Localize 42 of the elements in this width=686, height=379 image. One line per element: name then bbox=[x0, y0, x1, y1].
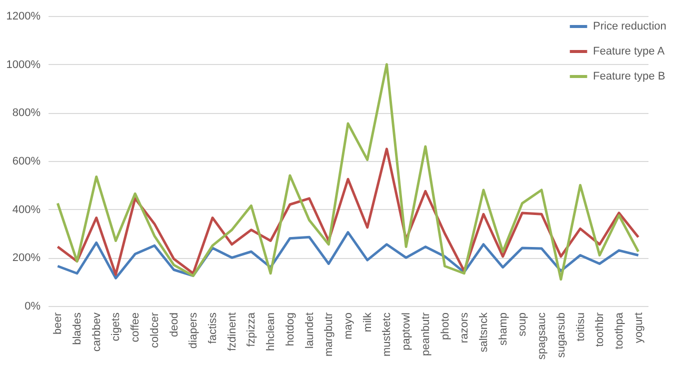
line-series bbox=[56, 231, 640, 280]
x-tick-label: fzdinent bbox=[226, 312, 238, 352]
x-tick-label: yogurt bbox=[632, 312, 645, 344]
x-tick-label: hhclean bbox=[265, 312, 278, 352]
x-tick-label: saltsnck bbox=[478, 312, 490, 352]
x-tick-label: coffee bbox=[130, 312, 142, 342]
x-tick-label: milk bbox=[362, 312, 374, 332]
x-tick-label: soup bbox=[516, 312, 529, 336]
y-tick-label: 200% bbox=[12, 252, 41, 264]
x-tick-label: carbbev bbox=[90, 312, 103, 352]
y-tick-label: 0% bbox=[24, 300, 41, 312]
x-tick-label: factiss bbox=[207, 312, 220, 344]
y-tick-label: 800% bbox=[12, 107, 41, 120]
x-tick-label: hotdog bbox=[284, 312, 296, 346]
legend-label: Feature type A bbox=[593, 46, 666, 58]
y-tick-label: 400% bbox=[12, 204, 41, 216]
y-tick-label: 600% bbox=[12, 156, 41, 168]
x-tick-label: toitisu bbox=[574, 312, 587, 342]
x-tick-label: paptowl bbox=[400, 312, 413, 350]
y-tick-label: 1200% bbox=[6, 10, 41, 22]
x-tick-label: toothbr bbox=[594, 312, 606, 347]
x-tick-label: sugarsub bbox=[555, 312, 568, 358]
x-tick-label: margbutr bbox=[323, 312, 336, 357]
x-tick-label: mayo bbox=[342, 312, 354, 340]
x-tick-label: razors bbox=[458, 312, 471, 344]
x-tick-label: deod bbox=[168, 312, 180, 337]
x-tick-label: beer bbox=[52, 312, 64, 335]
x-tick-label: mustketc bbox=[381, 312, 394, 357]
x-tick-label: peanbutr bbox=[420, 312, 432, 356]
legend-label: Price reduction bbox=[593, 20, 666, 32]
x-tick-label: cigets bbox=[110, 312, 122, 342]
x-tick-label: fzpizza bbox=[246, 312, 258, 347]
x-tick-label: shamp bbox=[497, 312, 510, 346]
x-tick-label: diapers bbox=[188, 312, 200, 349]
x-tick-label: blades bbox=[72, 312, 84, 345]
x-tick-label: toothpa bbox=[613, 312, 626, 350]
x-tick-label: laundet bbox=[304, 312, 316, 349]
x-tick-label: photo bbox=[439, 312, 452, 340]
x-tick-label: coldcer bbox=[148, 312, 161, 348]
x-tick-label: spagsauc bbox=[536, 312, 548, 360]
legend-label: Feature type B bbox=[593, 70, 666, 82]
y-tick-label: 1000% bbox=[6, 58, 41, 71]
